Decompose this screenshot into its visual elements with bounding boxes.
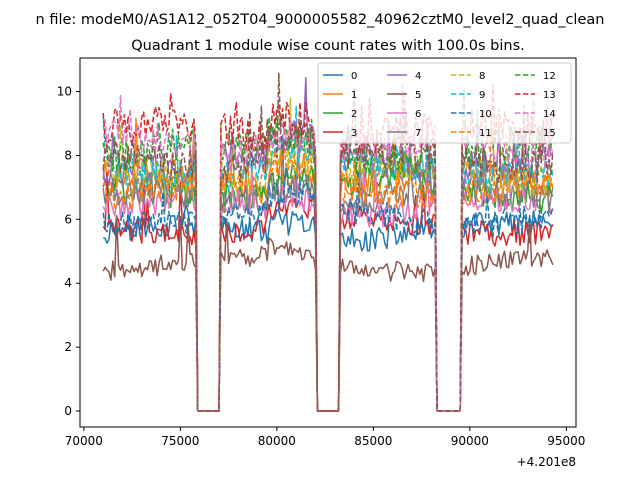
- legend-label-5: 5: [415, 90, 421, 101]
- chart-suptitle: n file: modeM0/AS1A12_052T04_9000005582_…: [36, 12, 605, 28]
- x-tick-label: 85000: [354, 434, 392, 448]
- legend-label-13: 13: [543, 90, 556, 101]
- legend-label-15: 15: [543, 128, 556, 139]
- legend-box: [317, 62, 572, 144]
- legend-label-8: 8: [479, 71, 485, 82]
- x-tick-label: 95000: [547, 434, 585, 448]
- x-axis: 70000 75000 80000 85000 90000 95000: [65, 427, 585, 448]
- legend-label-2: 2: [351, 109, 357, 120]
- plot-frame: [79, 57, 577, 428]
- series-line-15: [102, 72, 554, 412]
- legend-label-14: 14: [543, 109, 556, 120]
- series-line-0: [102, 204, 554, 412]
- y-tick-label: 6: [64, 212, 72, 226]
- x-tick-label: 75000: [161, 434, 199, 448]
- legend-label-1: 1: [351, 90, 357, 101]
- x-tick-label: 70000: [65, 434, 103, 448]
- y-tick-label: 8: [64, 148, 72, 162]
- legend-label-3: 3: [351, 128, 357, 139]
- series-line-10: [102, 163, 554, 412]
- series-line-5: [102, 214, 554, 412]
- y-tick-label: 10: [57, 85, 72, 99]
- legend-label-7: 7: [415, 128, 421, 139]
- legend-label-11: 11: [479, 128, 492, 139]
- y-tick-label: 4: [64, 276, 72, 290]
- y-tick-label: 0: [64, 404, 72, 418]
- chart-title: Quadrant 1 module wise count rates with …: [131, 38, 525, 54]
- series-layer: [102, 72, 554, 412]
- x-tick-label: 90000: [451, 434, 489, 448]
- legend-label-10: 10: [479, 109, 492, 120]
- legend-label-4: 4: [415, 71, 421, 82]
- legend-label-6: 6: [415, 109, 421, 120]
- series-line-13: [102, 83, 554, 412]
- legend-label-12: 12: [543, 71, 556, 82]
- x-tick-label: 80000: [258, 434, 296, 448]
- legend-label-9: 9: [479, 90, 485, 101]
- y-tick-label: 2: [64, 340, 72, 354]
- x-offset-label: +4.201e8: [517, 455, 576, 469]
- y-axis: 0 2 4 6 8 10: [57, 85, 80, 418]
- legend-label-0: 0: [351, 71, 357, 82]
